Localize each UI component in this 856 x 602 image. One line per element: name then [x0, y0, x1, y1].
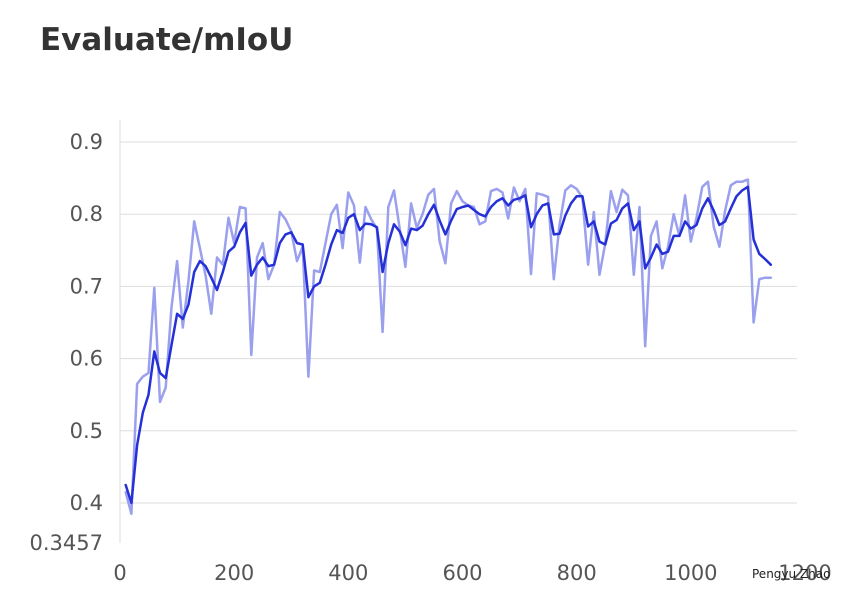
x-tick-label: 600: [442, 561, 482, 585]
x-tick-label: 400: [328, 561, 368, 585]
y-tick-label: 0.3457: [30, 531, 103, 555]
watermark: Pengyu Zhao: [752, 567, 830, 581]
y-axis-ticks: 0.3457 0.4 0.5 0.6 0.7 0.8 0.9: [30, 130, 103, 555]
series-lines: [124, 178, 773, 516]
y-tick-label: 0.5: [70, 419, 103, 443]
smoothed-series-line: [124, 185, 773, 505]
x-tick-label: 800: [557, 561, 597, 585]
y-tick-label: 0.9: [70, 130, 103, 154]
y-tick-label: 0.4: [70, 491, 103, 515]
x-axis-ticks: 0 200 400 600 800 1000 1200: [113, 561, 831, 585]
y-tick-label: 0.6: [70, 347, 103, 371]
y-tick-label: 0.8: [70, 202, 103, 226]
x-tick-label: 1200: [778, 561, 831, 585]
raw-series-line: [124, 178, 773, 516]
grid-lines: [119, 120, 797, 543]
y-tick-label: 0.7: [70, 274, 103, 298]
x-tick-label: 200: [214, 561, 254, 585]
x-tick-label: 0: [113, 561, 126, 585]
chart-title: Evaluate/mIoU: [40, 22, 294, 58]
x-tick-label: 1000: [664, 561, 717, 585]
